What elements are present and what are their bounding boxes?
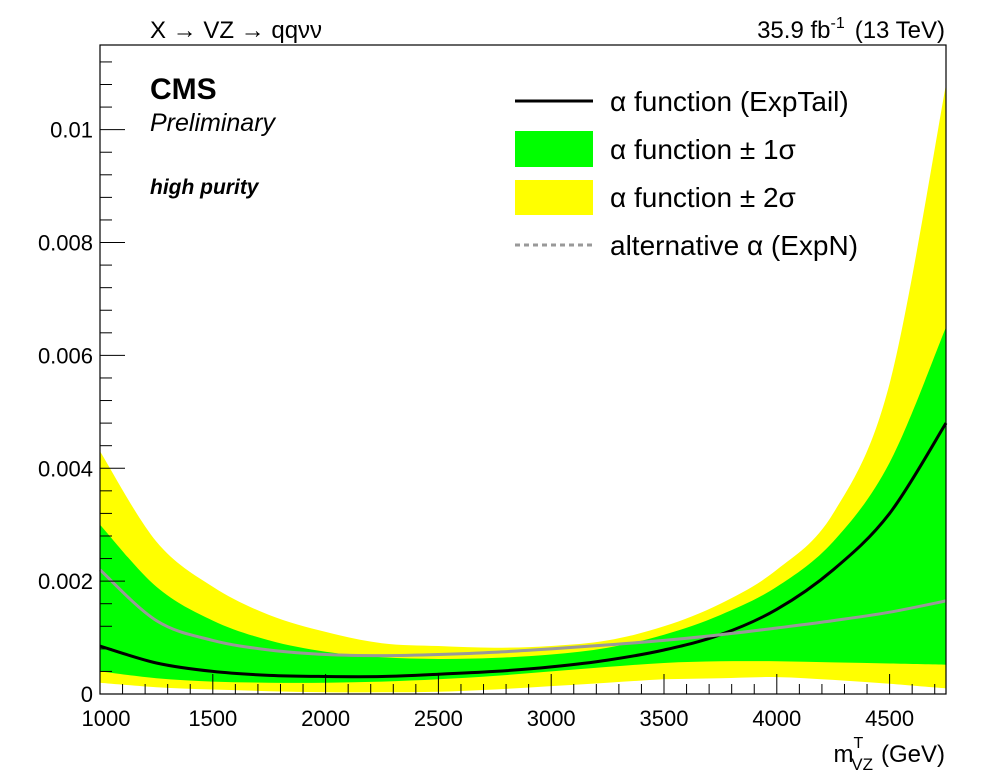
y-tick-label: 0.01 — [50, 118, 93, 143]
x-tick-label: 2500 — [414, 706, 463, 731]
x-tick-label: 3000 — [527, 706, 576, 731]
plot-frame — [99, 44, 947, 695]
y-tick-label: 0.006 — [38, 343, 93, 368]
x-tick-label: 4000 — [752, 706, 801, 731]
legend-swatch-1sigma — [515, 131, 593, 167]
nominal-curve — [99, 422, 948, 679]
x-axis-title: mT VZ (GeV) — [833, 735, 945, 772]
status-label: Preliminary — [150, 109, 277, 137]
x-tick-label: 1000 — [82, 706, 131, 731]
legend-label-nominal: α function (ExpTail) — [610, 86, 849, 117]
experiment-label: CMS — [150, 73, 217, 106]
x-tick-label: 4500 — [865, 706, 914, 731]
legend-label-1sigma: α function ± 1σ — [610, 134, 796, 165]
lines-layer — [98, 422, 948, 679]
y-tick-label: 0.002 — [38, 569, 93, 594]
lumi-label: 35.9 fb-1 (13 TeV) — [757, 15, 945, 44]
legend-label-alternative: alternative α (ExpN) — [610, 230, 858, 261]
alternative-curve — [98, 568, 947, 658]
legend: α function (ExpTail) α function ± 1σ α f… — [515, 86, 858, 261]
ticks-layer: 1000 1500 2000 2500 3000 3500 4000 4500 0 0.002 0.… — [38, 61, 936, 731]
x-tick-label: 2000 — [301, 706, 350, 731]
x-tick-label: 3500 — [640, 706, 689, 731]
x-tick-label: 1500 — [188, 706, 237, 731]
plot-area: 1000 1500 2000 2500 3000 3500 4000 4500 0 0.002 0.… — [38, 44, 948, 731]
legend-swatch-2sigma — [515, 180, 593, 215]
legend-label-2sigma: α function ± 2σ — [610, 182, 796, 213]
y-tick-label: 0 — [81, 682, 93, 707]
process-label: X → VZ → qqνν — [150, 17, 322, 44]
band-1sigma — [100, 327, 946, 683]
y-tick-label: 0.004 — [38, 456, 93, 481]
y-tick-label: 0.008 — [38, 231, 93, 256]
category-label: high purity — [150, 176, 260, 199]
